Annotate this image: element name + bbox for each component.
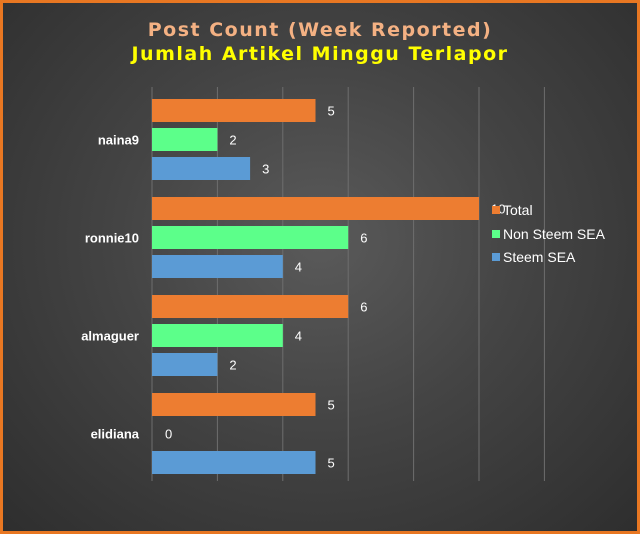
bar: [152, 226, 349, 249]
bar: [152, 353, 218, 376]
data-label: 5: [328, 456, 335, 471]
category-label: elidiana: [91, 427, 140, 442]
category-label: naina9: [98, 133, 139, 148]
data-label: 0: [165, 427, 172, 442]
chart-subtitle: Jumlah Artikel Minggu Terlapor: [131, 43, 509, 65]
data-label: 4: [295, 260, 302, 275]
legend-swatch: [492, 253, 500, 261]
bar: [152, 451, 316, 474]
bar: [152, 255, 283, 278]
bar: [152, 157, 251, 180]
data-label: 4: [295, 329, 302, 344]
data-label: 3: [262, 162, 269, 177]
data-label: 5: [328, 104, 335, 119]
chart-title: Post Count (Week Reported): [147, 19, 493, 41]
bar: [152, 324, 283, 347]
data-label: 2: [229, 358, 236, 373]
data-label: 5: [328, 398, 335, 413]
data-label: 6: [360, 300, 367, 315]
bar-chart: 523naina91064ronnie10642almaguer505elidi…: [81, 87, 606, 481]
data-label: 2: [229, 133, 236, 148]
bar: [152, 197, 479, 220]
legend-swatch: [492, 206, 500, 214]
data-label: 6: [360, 231, 367, 246]
bar: [152, 393, 316, 416]
legend-swatch: [492, 230, 500, 238]
bar: [152, 99, 316, 122]
bar: [152, 295, 349, 318]
legend-label: Non Steem SEA: [503, 226, 606, 242]
category-label: almaguer: [81, 329, 139, 344]
category-label: ronnie10: [85, 231, 139, 246]
legend-label: Steem SEA: [503, 249, 576, 265]
bar: [152, 128, 218, 151]
legend-label: Total: [503, 202, 533, 218]
